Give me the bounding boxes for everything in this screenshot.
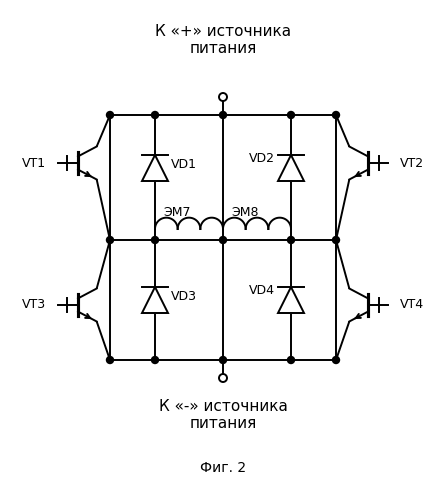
Text: ЭМ8: ЭМ8: [231, 206, 259, 219]
Text: К «+» источника
питания: К «+» источника питания: [155, 24, 291, 56]
Text: VT1: VT1: [22, 157, 46, 170]
Text: К «-» источника
питания: К «-» источника питания: [159, 399, 287, 431]
Text: VD1: VD1: [171, 158, 197, 171]
Circle shape: [333, 356, 339, 363]
Text: VT3: VT3: [22, 298, 46, 311]
Text: VT4: VT4: [400, 298, 424, 311]
Circle shape: [219, 93, 227, 101]
Circle shape: [152, 111, 158, 118]
Text: VT2: VT2: [400, 157, 424, 170]
Circle shape: [107, 356, 113, 363]
Circle shape: [288, 111, 294, 118]
Circle shape: [219, 237, 227, 244]
Circle shape: [219, 374, 227, 382]
Circle shape: [219, 111, 227, 118]
Text: VD4: VD4: [249, 283, 275, 296]
Text: Фиг. 2: Фиг. 2: [200, 461, 246, 475]
Text: VD2: VD2: [249, 152, 275, 165]
Circle shape: [152, 237, 158, 244]
Circle shape: [333, 111, 339, 118]
Circle shape: [288, 237, 294, 244]
Text: VD3: VD3: [171, 289, 197, 302]
Text: ЭМ7: ЭМ7: [163, 206, 190, 219]
Circle shape: [219, 356, 227, 363]
Circle shape: [288, 356, 294, 363]
Circle shape: [152, 356, 158, 363]
Circle shape: [107, 237, 113, 244]
Circle shape: [107, 111, 113, 118]
Circle shape: [333, 237, 339, 244]
